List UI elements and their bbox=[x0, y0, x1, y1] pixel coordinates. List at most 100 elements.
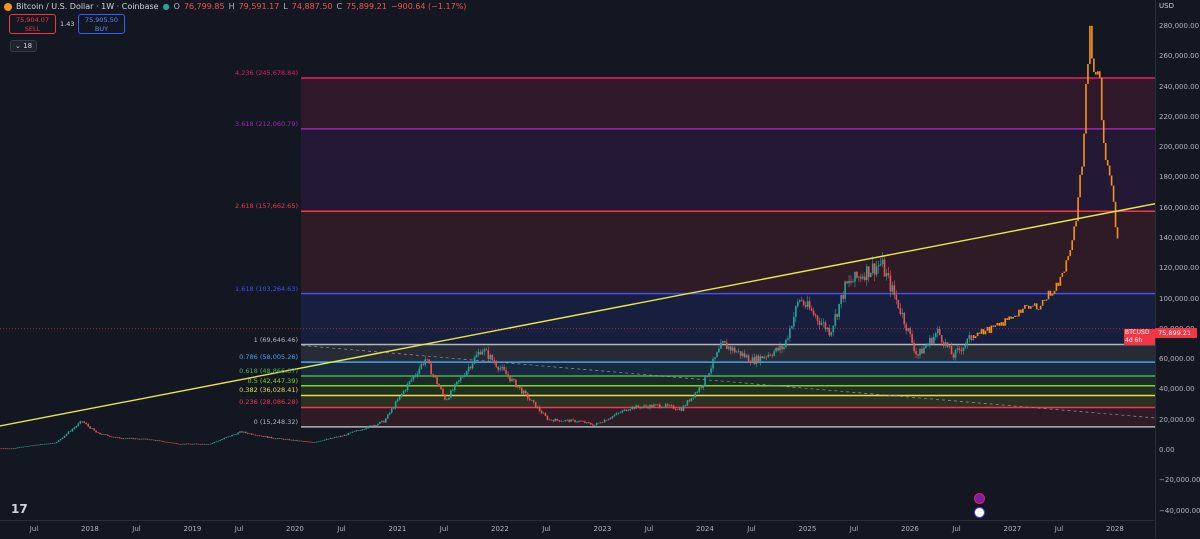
candle-body bbox=[959, 348, 961, 350]
candle-body bbox=[653, 405, 655, 407]
candle-body bbox=[545, 413, 547, 416]
low-label: L bbox=[283, 2, 287, 11]
time-tick: Jul bbox=[30, 525, 38, 533]
price-tick: 180,000.00 bbox=[1159, 173, 1199, 181]
candle-body bbox=[663, 407, 665, 408]
candle-body bbox=[864, 277, 866, 280]
candle-body bbox=[919, 349, 921, 355]
fib-zone bbox=[301, 211, 1155, 293]
candle-body bbox=[424, 359, 426, 364]
candle-body bbox=[968, 335, 970, 339]
projection-bar bbox=[1089, 26, 1091, 64]
fib-zone bbox=[301, 386, 1155, 396]
candle-body bbox=[655, 404, 657, 405]
high-value: 79,591.17 bbox=[239, 2, 280, 11]
projection-bar bbox=[998, 323, 1000, 326]
candle-body bbox=[192, 444, 194, 445]
candle-body bbox=[627, 410, 629, 411]
axis-price-tag: 75,899.21 bbox=[1155, 328, 1197, 338]
candle-body bbox=[860, 277, 862, 279]
event-icon[interactable] bbox=[974, 493, 985, 504]
candle-body bbox=[872, 263, 874, 273]
sell-button[interactable]: 75,904.07 SELL bbox=[9, 14, 56, 34]
candle-body bbox=[970, 335, 972, 340]
candle-body bbox=[547, 416, 549, 420]
candle-body bbox=[590, 423, 592, 424]
projection-bar bbox=[1050, 291, 1052, 296]
fib-zone bbox=[301, 362, 1155, 376]
candle-body bbox=[464, 376, 466, 377]
projection-bar bbox=[1044, 300, 1046, 301]
candle-body bbox=[728, 347, 730, 349]
symbol-title[interactable]: Bitcoin / U.S. Dollar · 1W · Coinbase bbox=[16, 2, 159, 11]
currency-label[interactable]: USD bbox=[1159, 2, 1174, 10]
candle-body bbox=[606, 420, 608, 421]
candle-body bbox=[381, 421, 383, 422]
candle-body bbox=[584, 422, 586, 423]
price-tick: −20,000.00 bbox=[1159, 476, 1200, 484]
projection-bar bbox=[1032, 306, 1034, 307]
projection-bar bbox=[1016, 316, 1018, 317]
candle-body bbox=[107, 435, 109, 436]
candle-body bbox=[367, 426, 369, 428]
candle-body bbox=[359, 430, 361, 431]
candle-body bbox=[957, 348, 959, 349]
projection-bar bbox=[1022, 309, 1024, 313]
candle-body bbox=[738, 351, 740, 352]
candle-body bbox=[300, 441, 302, 442]
us-flag-icon[interactable] bbox=[974, 507, 985, 518]
candle-body bbox=[180, 444, 182, 445]
candle-body bbox=[541, 411, 543, 413]
projection-bar bbox=[1060, 277, 1062, 286]
candle-body bbox=[74, 428, 76, 430]
candle-body bbox=[754, 357, 756, 364]
candle-body bbox=[511, 379, 513, 381]
candle-body bbox=[527, 393, 529, 398]
candle-body bbox=[693, 397, 695, 398]
candle-body bbox=[598, 423, 600, 424]
candle-body bbox=[746, 355, 748, 357]
candle-body bbox=[243, 432, 245, 433]
projection-bar bbox=[985, 331, 987, 335]
candle-body bbox=[838, 304, 840, 317]
candle-body bbox=[773, 351, 775, 355]
candle-body bbox=[844, 281, 846, 298]
candle-body bbox=[767, 355, 769, 357]
projection-bar bbox=[1079, 175, 1081, 198]
candle-body bbox=[825, 322, 827, 329]
candle-body bbox=[943, 342, 945, 346]
candle-body bbox=[856, 272, 858, 278]
candle-body bbox=[64, 436, 66, 438]
candle-body bbox=[210, 444, 212, 445]
price-chart[interactable] bbox=[0, 0, 1155, 520]
candle-body bbox=[103, 434, 105, 435]
candle-body bbox=[543, 413, 545, 414]
candle-body bbox=[217, 441, 219, 442]
candle-body bbox=[42, 444, 44, 445]
candle-body bbox=[249, 433, 251, 434]
candle-body bbox=[426, 359, 428, 360]
candle-body bbox=[535, 402, 537, 408]
candle-body bbox=[811, 309, 813, 311]
fib-level-label: 0.786 (58,005.26) bbox=[239, 353, 298, 362]
indicators-toggle[interactable]: ⌄ 18 bbox=[10, 40, 37, 52]
candle-body bbox=[608, 419, 610, 420]
candle-body bbox=[172, 443, 174, 444]
candle-body bbox=[219, 440, 221, 441]
projection-bar bbox=[1040, 306, 1042, 310]
tradingview-logo-icon[interactable]: 17 bbox=[11, 502, 28, 516]
buy-button[interactable]: 75,905.50 BUY bbox=[78, 14, 125, 34]
candle-body bbox=[858, 277, 860, 278]
price-tick: 20,000.00 bbox=[1159, 416, 1195, 424]
candle-body bbox=[434, 375, 436, 377]
sell-price: 75,904.07 bbox=[10, 16, 55, 25]
fib-level-label: 2.618 (157,662.65) bbox=[235, 202, 298, 211]
projection-bar bbox=[1097, 71, 1099, 74]
fib-level-label: 3.618 (212,060.79) bbox=[235, 120, 298, 129]
candle-body bbox=[178, 444, 180, 445]
candle-body bbox=[955, 350, 957, 358]
candle-body bbox=[109, 436, 111, 437]
projection-bar bbox=[1006, 318, 1008, 320]
